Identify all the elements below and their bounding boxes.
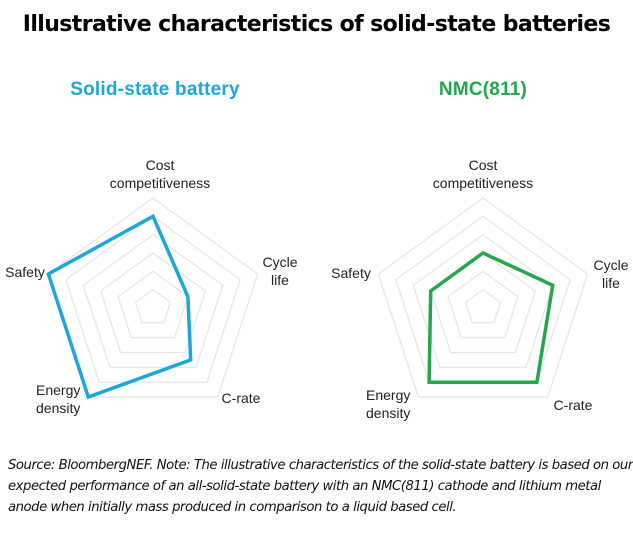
label-line: Cycle bbox=[262, 254, 298, 270]
label-line: Energy bbox=[366, 387, 411, 403]
nmc811-label-cycle-life: Cycle life bbox=[589, 256, 633, 292]
label-line: Safety bbox=[331, 265, 371, 281]
solid-state-label-cycle-life: Cycle life bbox=[258, 253, 302, 289]
solid-state-chart-title: Solid-state battery bbox=[70, 79, 240, 100]
label-line: competitiveness bbox=[109, 175, 211, 191]
grid-ring bbox=[412, 233, 554, 368]
grid-ring bbox=[47, 197, 259, 398]
label-line: density bbox=[366, 405, 411, 421]
data-series-polygon bbox=[427, 250, 555, 384]
nmc811-label-cost: Cost competitiveness bbox=[423, 156, 543, 192]
grid-ring bbox=[377, 197, 589, 398]
data-series-polygon bbox=[46, 213, 193, 400]
label-line: C-rate bbox=[553, 397, 593, 413]
nmc811-label-c-rate: C-rate bbox=[548, 396, 598, 414]
solid-state-radar bbox=[46, 197, 259, 400]
grid-ring bbox=[134, 288, 172, 324]
label-line: Energy bbox=[36, 382, 81, 398]
grid-ring bbox=[464, 288, 502, 324]
nmc811-chart-title: NMC(811) bbox=[438, 79, 528, 100]
grid-ring bbox=[82, 233, 224, 368]
label-line: C-rate bbox=[221, 390, 261, 406]
label-line: density bbox=[36, 400, 81, 416]
solid-state-label-c-rate: C-rate bbox=[216, 389, 266, 407]
label-line: Safety bbox=[5, 264, 45, 280]
label-line: life bbox=[271, 272, 289, 288]
label-line: competitiveness bbox=[432, 175, 534, 191]
label-line: Cycle bbox=[593, 257, 629, 273]
grid-ring bbox=[395, 215, 571, 383]
source-note: Source: BloombergNEF. Note: The illustra… bbox=[8, 458, 633, 515]
nmc811-label-safety: Safety bbox=[328, 264, 374, 282]
grid-ring bbox=[117, 270, 189, 339]
label-line: Cost bbox=[468, 157, 498, 173]
label-line: Cost bbox=[145, 157, 175, 173]
nmc811-label-energy-density: Energy density bbox=[366, 386, 418, 422]
solid-state-label-cost: Cost competitiveness bbox=[100, 156, 220, 192]
nmc811-radar bbox=[377, 197, 589, 398]
solid-state-label-energy-density: Energy density bbox=[36, 381, 88, 417]
grid-ring bbox=[65, 215, 241, 383]
label-line: life bbox=[602, 275, 620, 291]
solid-state-label-safety: Safety bbox=[2, 263, 48, 281]
chart-title: Illustrative characteristics of solid-st… bbox=[22, 12, 611, 37]
grid-ring bbox=[99, 252, 207, 354]
grid-ring bbox=[447, 270, 519, 339]
